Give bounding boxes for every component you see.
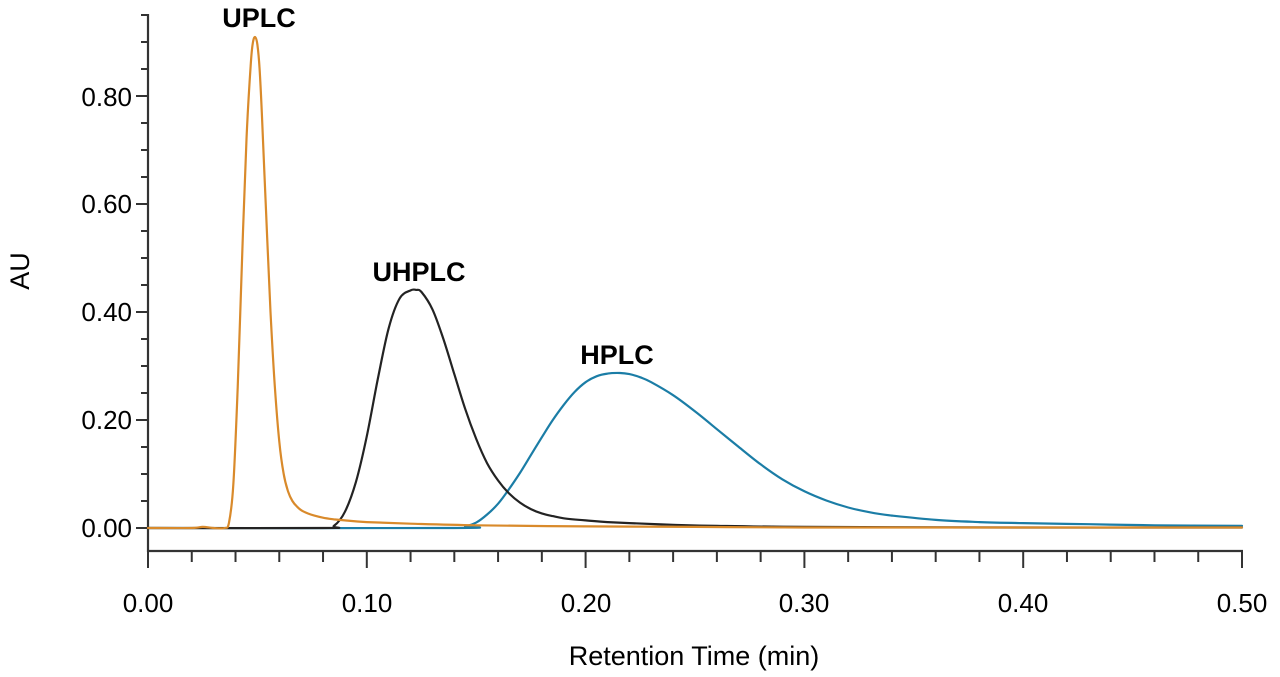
uhplc-peak-label: UHPLC [373,257,466,287]
x-tick-label: 0.10 [342,588,393,618]
y-tick-labels: 0.00 0.20 0.40 0.60 0.80 [81,82,132,543]
x-axis-ticks [147,551,1243,568]
x-tick-label: 0.40 [998,588,1049,618]
x-tick-label: 0.00 [123,588,174,618]
x-tick-labels: 0.00 0.10 0.20 0.30 0.40 0.50 [123,588,1268,618]
y-tick-label: 0.60 [81,189,132,219]
chromatogram-traces [146,35,1244,530]
y-axis-title: AU [5,252,35,290]
x-tick-label: 0.20 [561,588,612,618]
uplc-peak-label: UPLC [222,3,296,33]
y-tick-label: 0.20 [81,405,132,435]
x-axis-title: Retention Time (min) [569,641,820,671]
hplc-trace [146,371,1244,530]
y-tick-label: 0.00 [81,513,132,543]
y-axis-ticks [136,14,148,529]
x-tick-label: 0.30 [779,588,830,618]
y-tick-label: 0.40 [81,297,132,327]
hplc-peak-label: HPLC [580,340,654,370]
x-tick-label: 0.50 [1217,588,1268,618]
uplc-trace [146,35,1244,530]
y-tick-label: 0.80 [81,82,132,112]
uhplc-trace [146,288,1244,530]
